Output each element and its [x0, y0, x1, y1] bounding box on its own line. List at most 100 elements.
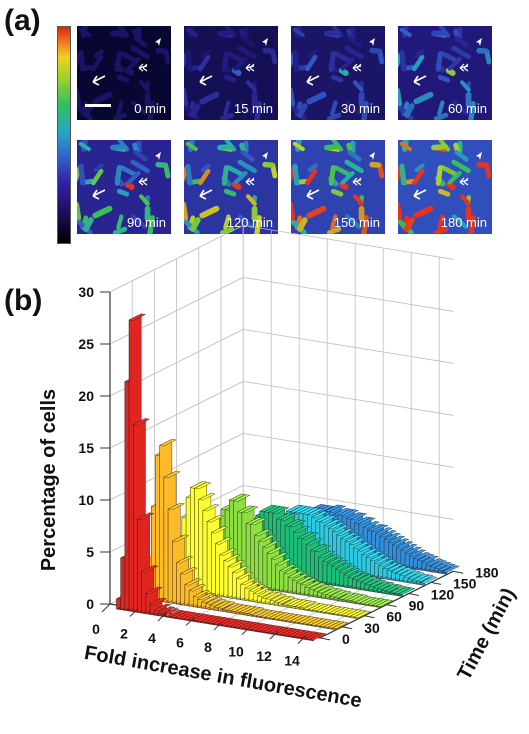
histogram-bar	[149, 597, 168, 616]
histogram-bar	[322, 620, 341, 629]
bar-top-face	[325, 588, 343, 596]
bar-top-face	[341, 509, 360, 517]
bar-top-face	[350, 594, 369, 602]
x-tick-mark	[297, 635, 307, 644]
bar-top-face	[279, 564, 297, 572]
bar-top-face	[391, 538, 410, 546]
bar-top-face	[352, 541, 371, 549]
histogram-bar	[306, 617, 324, 627]
tile-time-label: 120 min	[226, 215, 273, 230]
y-tick-mark	[319, 637, 331, 641]
bar-top-face	[128, 313, 147, 321]
y-tick-label: 150	[453, 575, 477, 591]
x-tick-mark	[185, 617, 195, 626]
histogram-bar	[389, 585, 408, 596]
histogram-bar	[298, 600, 317, 611]
bar-top-face	[163, 470, 181, 479]
z-tick-label: 10	[78, 492, 94, 508]
bar-top-face	[408, 549, 427, 557]
bar-top-face	[429, 560, 448, 568]
tile-time-label: 180 min	[440, 215, 487, 230]
bar-top-face	[306, 508, 325, 516]
histogram-bar	[321, 587, 339, 600]
bar-top-face	[347, 570, 366, 579]
x-tick-label: 4	[148, 630, 156, 646]
z-tick-label: 30	[78, 284, 94, 300]
micrograph-tile: 150 min	[291, 140, 385, 234]
histogram-bar	[368, 579, 387, 593]
bar-top-face	[271, 506, 290, 515]
bar-top-face	[292, 525, 311, 534]
bar-top-face	[132, 418, 151, 426]
bar-top-face	[231, 566, 250, 574]
bar-top-face	[353, 610, 372, 618]
bar-top-face	[270, 552, 289, 560]
bar-top-face	[382, 561, 400, 570]
bar-top-face	[349, 512, 368, 521]
z-tick-label: 25	[78, 336, 94, 352]
z-axis-label: Percentage of cells	[38, 389, 60, 571]
bar-top-face	[328, 505, 347, 513]
bar-top-face	[193, 481, 212, 490]
bar-top-face	[407, 572, 426, 580]
bar-top-face	[265, 592, 283, 600]
bar-top-face	[248, 584, 267, 592]
bar-top-face	[365, 550, 384, 559]
bar-top-face	[305, 538, 324, 546]
bar-top-face	[157, 606, 176, 614]
histogram-bar	[309, 632, 327, 642]
bar-top-face	[253, 528, 272, 537]
bar-top-face	[362, 521, 381, 529]
x-tick-mark	[241, 626, 251, 635]
chart-bars	[115, 313, 460, 642]
histogram-bar	[301, 616, 320, 626]
histogram-bar	[201, 595, 219, 610]
histogram-bar	[421, 555, 439, 572]
histogram-bar	[226, 603, 244, 614]
bar-top-face	[175, 556, 194, 564]
bar-top-face	[167, 502, 186, 511]
tile-time-label: 30 min	[340, 101, 380, 116]
bar-top-face	[184, 578, 202, 586]
bar-top-face	[387, 535, 406, 543]
bar-top-face	[223, 554, 241, 562]
histogram-bar	[312, 584, 331, 598]
bar-top-face	[373, 556, 392, 564]
bar-top-face	[210, 526, 229, 534]
bar-top-face	[420, 576, 438, 584]
x-tick-label: 10	[228, 644, 244, 660]
bar-top-face	[383, 532, 402, 541]
bar-top-face	[319, 515, 337, 523]
bar-top-face	[153, 603, 172, 611]
bar-top-face	[295, 576, 314, 584]
histogram-bar	[337, 592, 356, 602]
bar-top-face	[442, 565, 460, 573]
micrograph-tile: 15 min	[184, 26, 278, 120]
bar-top-face	[266, 546, 285, 554]
histogram-bar	[271, 626, 289, 636]
x-tick-label: 8	[204, 639, 212, 655]
bar-top-face	[361, 548, 379, 556]
y-tick-mark	[408, 593, 419, 596]
bar-top-face	[425, 558, 444, 566]
x-tick-mark	[129, 608, 139, 617]
grid-line	[243, 329, 454, 364]
bar-top-face	[318, 550, 336, 558]
histogram-bar	[290, 599, 309, 609]
histogram-bar	[307, 603, 325, 612]
histogram-bar	[297, 616, 316, 625]
histogram-bar	[371, 598, 390, 608]
histogram-bar	[333, 590, 352, 602]
micrograph-tile: 180 min	[398, 140, 492, 234]
bar-top-face	[280, 513, 298, 521]
histogram-bar	[170, 610, 189, 619]
histogram-bar	[178, 611, 197, 621]
bar-top-face	[249, 517, 268, 526]
y-tick-label: 30	[364, 620, 380, 636]
z-tick-label: 20	[78, 388, 94, 404]
y-tick-label: 180	[475, 564, 499, 580]
bar-top-face	[269, 593, 288, 602]
bar-top-face	[327, 521, 346, 530]
histogram-bar	[195, 614, 214, 623]
histogram-bar	[153, 603, 172, 617]
